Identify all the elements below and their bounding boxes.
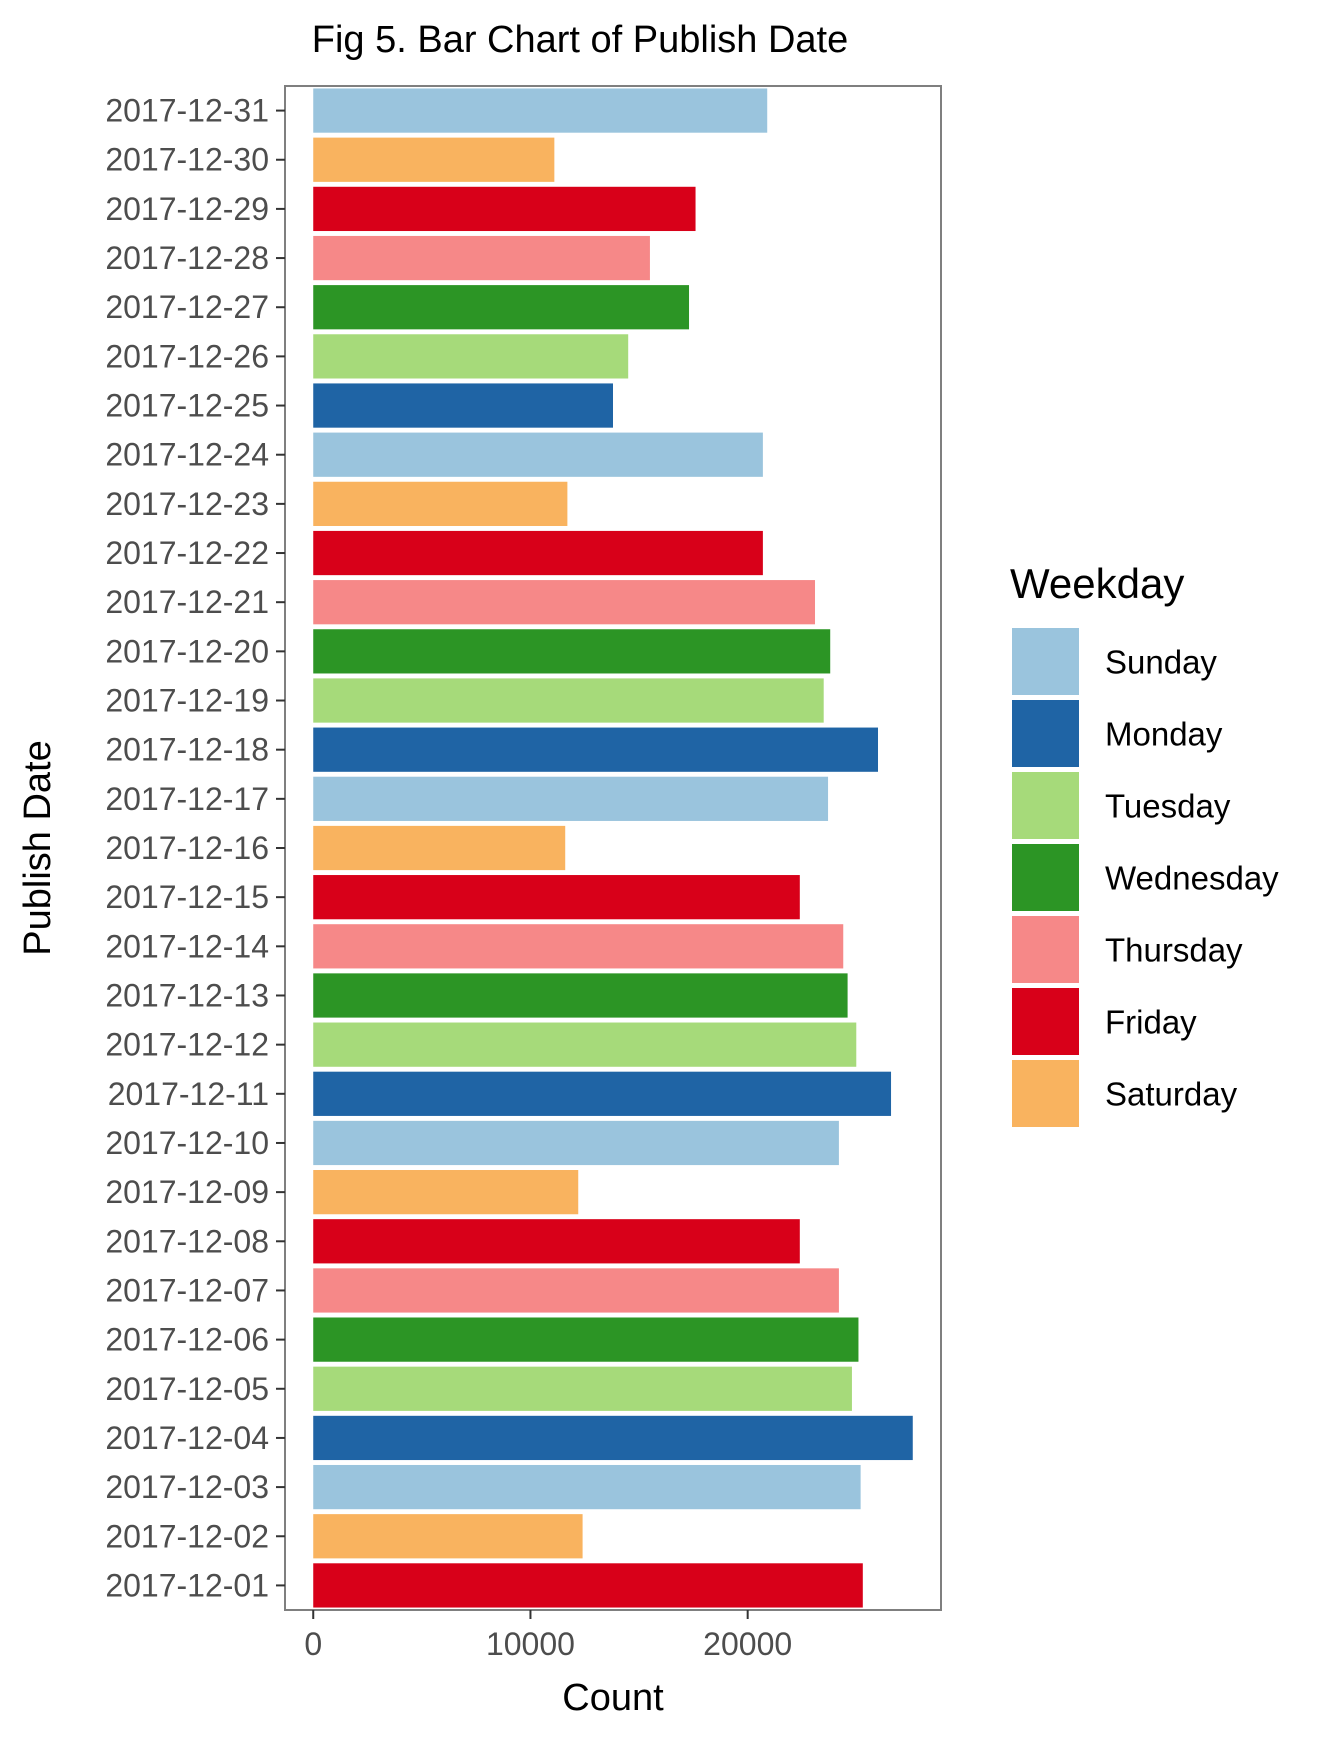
bar-2017-12-12 — [313, 1022, 857, 1067]
legend-swatch-wednesday — [1012, 844, 1079, 911]
bar-2017-12-18 — [313, 727, 879, 772]
y-tick-label: 2017-12-15 — [105, 879, 269, 915]
bar-2017-12-30 — [313, 137, 555, 182]
x-axis: 0 10000 20000 — [304, 1610, 792, 1662]
y-tick-label: 2017-12-10 — [105, 1125, 269, 1161]
chart-title: Fig 5. Bar Chart of Publish Date — [312, 19, 848, 61]
y-tick-label: 2017-12-20 — [105, 633, 269, 669]
bars-group — [313, 88, 913, 1608]
legend-swatch-thursday — [1012, 916, 1079, 983]
bar-2017-12-13 — [313, 973, 848, 1018]
legend-swatch-friday — [1012, 988, 1079, 1055]
y-axis: 2017-12-01 2017-12-02 2017-12-03 2017-12-04… — [105, 93, 285, 1603]
y-tick-label: 2017-12-18 — [105, 732, 269, 768]
y-tick-label: 2017-12-03 — [105, 1469, 269, 1505]
bar-2017-12-04 — [313, 1415, 913, 1461]
legend-label-monday: Monday — [1105, 716, 1223, 753]
bar-2017-12-01 — [313, 1563, 863, 1608]
y-tick-label: 2017-12-11 — [108, 1076, 269, 1112]
bar-2017-12-08 — [313, 1219, 800, 1264]
x-axis-title: Count — [562, 1677, 664, 1719]
y-tick-label: 2017-12-14 — [105, 928, 269, 964]
y-tick-label: 2017-12-09 — [105, 1174, 269, 1210]
bar-2017-12-10 — [313, 1120, 839, 1166]
legend-swatch-saturday — [1012, 1060, 1079, 1127]
y-tick-label: 2017-12-27 — [105, 289, 269, 325]
y-tick-label: 2017-12-22 — [105, 535, 269, 571]
bar-2017-12-22 — [313, 530, 763, 576]
y-tick-label: 2017-12-26 — [105, 338, 269, 374]
y-tick-label: 2017-12-21 — [105, 584, 269, 620]
bar-2017-12-27 — [313, 285, 690, 330]
y-tick-label: 2017-12-04 — [105, 1420, 269, 1456]
bar-2017-12-24 — [313, 432, 763, 477]
y-axis-title: Publish Date — [17, 740, 59, 955]
bar-2017-12-07 — [313, 1268, 839, 1313]
legend-label-saturday: Saturday — [1105, 1076, 1238, 1113]
y-tick-label: 2017-12-02 — [105, 1518, 269, 1554]
legend: Weekday Sunday Monday Tuesday Wednesday Thur… — [1010, 560, 1279, 1127]
bar-2017-12-17 — [313, 776, 829, 821]
bar-2017-12-16 — [313, 825, 566, 871]
y-tick-label: 2017-12-23 — [105, 486, 269, 522]
legend-swatch-sunday — [1012, 628, 1079, 695]
y-tick-label: 2017-12-07 — [105, 1272, 269, 1308]
bar-2017-12-15 — [313, 875, 800, 920]
bar-2017-12-25 — [313, 383, 613, 428]
y-tick-label: 2017-12-19 — [105, 683, 269, 719]
bar-2017-12-28 — [313, 235, 650, 281]
legend-label-tuesday: Tuesday — [1105, 788, 1231, 825]
bar-2017-12-06 — [313, 1317, 859, 1362]
y-tick-label: 2017-12-16 — [105, 830, 269, 866]
bar-2017-12-02 — [313, 1514, 583, 1559]
bar-2017-12-26 — [313, 334, 629, 379]
legend-swatch-tuesday — [1012, 772, 1079, 839]
y-tick-label: 2017-12-13 — [105, 977, 269, 1013]
y-tick-label: 2017-12-12 — [105, 1027, 269, 1063]
y-tick-label: 2017-12-17 — [105, 781, 269, 817]
bar-2017-12-19 — [313, 678, 824, 723]
legend-label-sunday: Sunday — [1105, 644, 1217, 681]
bar-2017-12-14 — [313, 924, 844, 969]
legend-title: Weekday — [1010, 560, 1184, 607]
y-tick-label: 2017-12-01 — [105, 1567, 269, 1603]
bar-2017-12-31 — [313, 88, 768, 133]
y-tick-label: 2017-12-24 — [105, 437, 269, 473]
y-tick-label: 2017-12-29 — [105, 191, 269, 227]
bar-2017-12-09 — [313, 1170, 579, 1215]
y-tick-label: 2017-12-30 — [105, 142, 269, 178]
y-tick-label: 2017-12-28 — [105, 240, 269, 276]
y-tick-label: 2017-12-05 — [105, 1371, 269, 1407]
bar-2017-12-20 — [313, 629, 831, 674]
legend-label-thursday: Thursday — [1105, 932, 1243, 969]
legend-label-friday: Friday — [1105, 1004, 1197, 1041]
bar-2017-12-03 — [313, 1464, 861, 1510]
x-tick-label: 20000 — [703, 1626, 792, 1662]
bar-2017-12-11 — [313, 1071, 892, 1116]
bar-2017-12-29 — [313, 186, 696, 232]
y-tick-label: 2017-12-08 — [105, 1223, 269, 1259]
bar-2017-12-21 — [313, 580, 816, 625]
y-tick-label: 2017-12-31 — [105, 93, 269, 129]
legend-swatch-monday — [1012, 700, 1079, 767]
y-tick-label: 2017-12-06 — [105, 1322, 269, 1358]
bar-2017-12-05 — [313, 1366, 852, 1411]
x-tick-label: 0 — [304, 1626, 322, 1662]
bar-2017-12-23 — [313, 481, 568, 526]
x-tick-label: 10000 — [486, 1626, 575, 1662]
legend-label-wednesday: Wednesday — [1105, 860, 1279, 897]
y-tick-label: 2017-12-25 — [105, 388, 269, 424]
